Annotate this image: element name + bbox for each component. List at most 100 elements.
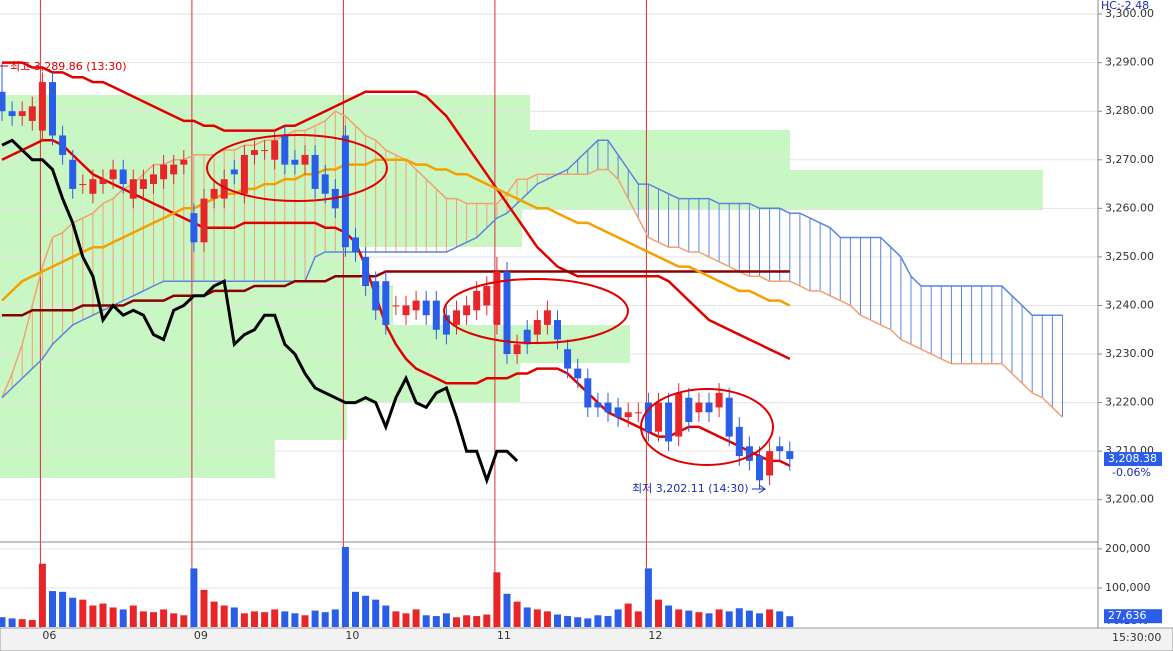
candle-body xyxy=(210,188,218,199)
y-tick-label: 3,250.00 xyxy=(1105,250,1154,263)
volume-bar xyxy=(170,613,178,627)
candle-body xyxy=(109,169,117,180)
volume-bar xyxy=(503,593,511,627)
candle-body xyxy=(735,426,743,457)
volume-bar xyxy=(311,610,319,627)
candle-body xyxy=(170,164,178,175)
candle-body xyxy=(432,300,440,330)
volume-bar xyxy=(341,546,349,627)
candle-body xyxy=(503,271,511,355)
y-tick-label: 3,260.00 xyxy=(1105,201,1154,214)
volume-bar xyxy=(543,611,551,627)
candle-body xyxy=(543,310,551,325)
volume-bar xyxy=(432,616,440,627)
candle-body xyxy=(89,179,97,194)
indicator-line xyxy=(1,139,1063,399)
y-tick-label: 3,230.00 xyxy=(1105,347,1154,360)
candle-body xyxy=(745,446,753,461)
volume-bar xyxy=(604,616,612,627)
candle-body xyxy=(362,256,370,287)
volume-bar xyxy=(220,605,228,627)
volume-bar xyxy=(362,595,370,627)
y-tick-label: 3,280.00 xyxy=(1105,104,1154,117)
volume-bar xyxy=(766,609,774,627)
candle-body xyxy=(28,106,36,121)
volume-bar xyxy=(453,617,460,627)
candle-body xyxy=(564,349,572,369)
volume-bar xyxy=(210,601,218,627)
candle-body xyxy=(584,378,592,408)
indicator-line xyxy=(1,138,519,485)
volume-bar xyxy=(281,611,289,627)
y-tick-label: 100,000 xyxy=(1105,581,1151,594)
volume-bar xyxy=(372,599,380,627)
volume-bar xyxy=(705,613,713,627)
candle-body xyxy=(463,305,471,316)
volume-bar xyxy=(261,612,269,627)
volume-bar xyxy=(89,605,97,627)
volume-bar xyxy=(8,618,16,627)
candle-body xyxy=(352,237,359,253)
volume-bar xyxy=(0,617,6,627)
candle-body xyxy=(200,198,208,243)
candle-body xyxy=(240,154,248,194)
volume-bar xyxy=(745,610,753,627)
volume-bar xyxy=(756,613,763,627)
band xyxy=(0,247,360,285)
candle-body xyxy=(493,271,501,325)
volume-bar xyxy=(493,572,501,627)
candle-body xyxy=(99,179,107,185)
volume-bar xyxy=(382,605,390,627)
last-price-box xyxy=(1104,452,1162,467)
last-price-label: 3,208.38 xyxy=(1108,452,1157,465)
candle-body xyxy=(705,402,713,413)
x-tick-label: 06 xyxy=(42,629,56,642)
volume-bar xyxy=(129,605,137,627)
x-tick-label: 12 xyxy=(648,629,662,642)
volume-bar xyxy=(160,609,168,627)
candle-body xyxy=(655,402,662,432)
candle-body xyxy=(0,91,6,112)
volume-bar xyxy=(584,618,592,627)
band xyxy=(0,402,347,440)
volume-bar xyxy=(18,619,26,627)
candle-body xyxy=(756,456,763,481)
candle-body xyxy=(220,179,228,199)
volume-bar xyxy=(301,615,309,627)
volume-bar xyxy=(402,613,410,627)
candle-body xyxy=(634,412,642,414)
candle-body xyxy=(473,290,481,311)
candle-body xyxy=(291,159,299,165)
low-arrow xyxy=(752,484,766,494)
candle-body xyxy=(180,159,188,165)
candle-body xyxy=(301,154,309,165)
candle-body xyxy=(271,140,279,160)
candle-body xyxy=(412,300,420,311)
candle-body xyxy=(341,135,349,248)
time-label: 15:30:00 xyxy=(1112,631,1161,644)
candle-body xyxy=(18,111,26,117)
candle-body xyxy=(594,402,602,408)
candle-body xyxy=(69,159,77,189)
candle-body xyxy=(766,451,774,476)
volume-bar xyxy=(99,603,107,627)
volume-bar xyxy=(735,608,743,627)
candle-body xyxy=(392,305,400,307)
volume-bar xyxy=(655,599,662,627)
volume-bar xyxy=(190,568,198,627)
volume-bar xyxy=(614,609,622,627)
volume-bar xyxy=(271,609,279,627)
volume-bar xyxy=(624,603,632,627)
candle-body xyxy=(513,344,521,355)
candle-body xyxy=(554,320,561,340)
plot xyxy=(0,61,1064,627)
volume-bar xyxy=(574,617,582,627)
candle-body xyxy=(644,402,652,432)
candle-body xyxy=(382,281,390,325)
band xyxy=(0,95,530,130)
y-tick-label: 3,300.00 xyxy=(1105,7,1154,20)
candle-body xyxy=(119,169,127,185)
volume-bar xyxy=(38,563,46,627)
candle-body xyxy=(79,184,87,186)
